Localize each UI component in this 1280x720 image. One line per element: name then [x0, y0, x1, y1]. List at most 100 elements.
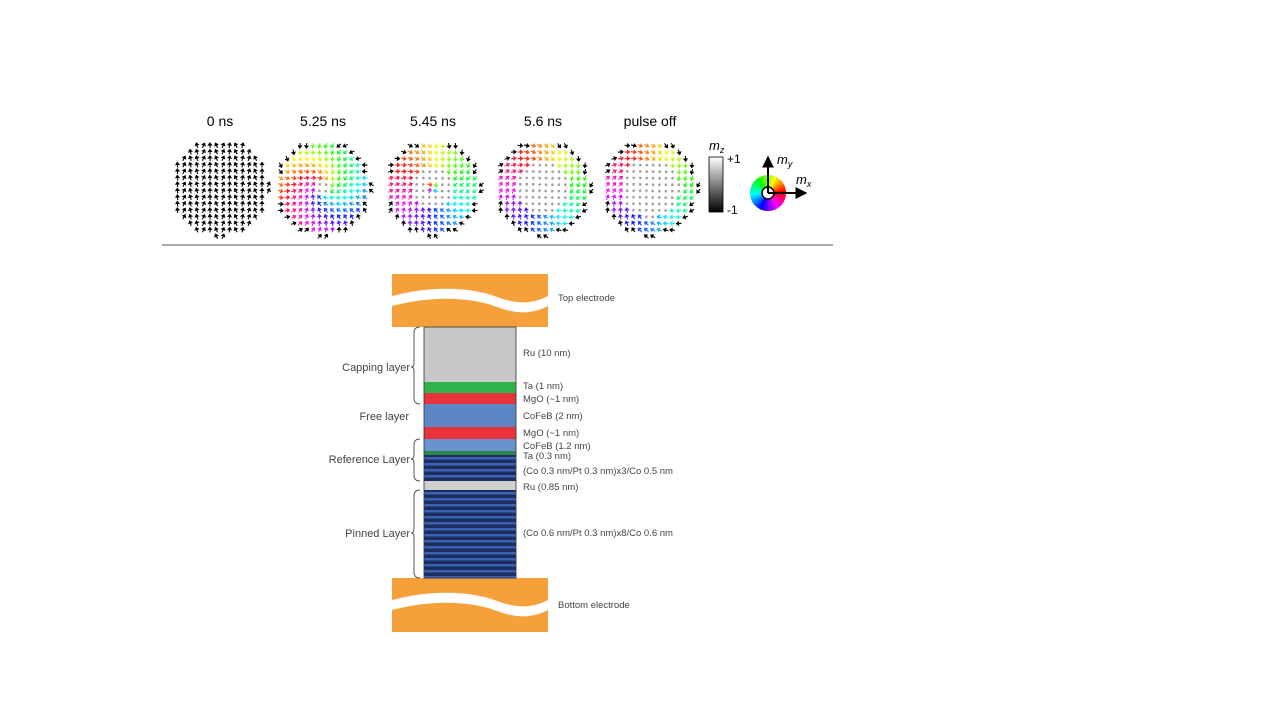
spin-arrow [537, 149, 543, 155]
spin-arrow [644, 143, 650, 148]
spin-arrow [523, 162, 530, 168]
spin-arrow [663, 143, 669, 149]
spin-arrow [253, 155, 258, 161]
spin-arrow [188, 148, 194, 155]
spin-arrow [174, 174, 181, 181]
spin-arrow [459, 175, 465, 181]
spin-arrow [188, 200, 194, 207]
spin-arrow [303, 175, 310, 181]
spin-arrow [355, 175, 362, 181]
spin-arrow [543, 143, 549, 148]
spin-arrow [194, 200, 200, 207]
spin-arrow [682, 162, 689, 169]
spin-arrow [575, 155, 582, 162]
spin-arrow [174, 161, 181, 168]
spin-arrow [317, 169, 323, 174]
spin-arrow [582, 201, 588, 207]
spin-arrow [201, 194, 206, 200]
spin-arrow [630, 149, 637, 155]
spin-arrow [497, 207, 504, 214]
spin-arrow [401, 201, 406, 207]
spin-arrow [420, 149, 426, 155]
snapshot-label: 5.45 ns [410, 113, 456, 129]
layer-stripe [424, 552, 516, 555]
spin-arrow [638, 208, 642, 212]
spin-arrow [557, 189, 561, 193]
spin-arrow [696, 188, 701, 194]
spin-arrow [465, 201, 472, 207]
spin-arrow [310, 169, 317, 174]
spin-arrow [689, 201, 695, 207]
spin-arrow [504, 213, 510, 220]
spin-arrow [246, 161, 252, 168]
spin-arrow [452, 227, 458, 233]
spin-arrow [226, 155, 233, 162]
spin-arrow [329, 208, 335, 213]
spin-arrow [664, 163, 668, 168]
layer [424, 451, 516, 455]
spin-arrow [543, 227, 549, 233]
spin-arrow [524, 227, 529, 233]
spin-arrow [290, 149, 297, 156]
spin-arrow [433, 214, 439, 220]
layer [424, 327, 516, 382]
spin-arrow [400, 168, 407, 175]
spin-arrow [297, 188, 303, 194]
spin-arrow [220, 220, 226, 227]
spin-arrow [400, 162, 407, 168]
spin-arrow [201, 142, 206, 148]
spin-arrow [542, 214, 549, 220]
spin-arrow [676, 149, 682, 156]
spin-arrow [297, 221, 303, 226]
spin-arrow [650, 227, 656, 233]
spin-arrow [220, 187, 226, 194]
spin-arrow [564, 189, 568, 193]
spin-arrow [677, 183, 681, 187]
spin-arrow [651, 208, 655, 213]
spin-arrow [638, 163, 643, 167]
spin-arrow [303, 200, 309, 207]
spin-arrow [201, 168, 206, 174]
spin-arrow [651, 163, 655, 167]
spin-arrow [663, 156, 669, 162]
spin-arrow [355, 201, 361, 207]
spin-arrow [387, 168, 394, 175]
layer-stripe [424, 534, 516, 537]
spin-arrow [304, 207, 309, 214]
spin-arrow [446, 189, 451, 193]
spin-arrow [194, 142, 200, 149]
spin-arrow [504, 169, 510, 174]
spin-arrow [657, 163, 661, 167]
spin-arrow [459, 155, 465, 162]
spin-arrow [174, 181, 181, 188]
spin-arrow [188, 194, 194, 201]
spin-arrow [618, 220, 624, 227]
spin-arrow [569, 149, 575, 156]
layer-stripe [424, 492, 516, 495]
bottom-electrode [392, 578, 548, 632]
spin-arrow [342, 149, 348, 155]
spin-arrow [348, 182, 355, 187]
spin-arrow [517, 220, 523, 227]
spin-arrow [466, 169, 471, 175]
spin-arrow [556, 162, 562, 169]
spin-arrow [317, 155, 322, 162]
spin-arrow [259, 181, 265, 188]
spin-arrow [335, 201, 342, 207]
spin-arrow [549, 214, 556, 220]
spin-arrow [246, 200, 252, 207]
spin-arrow [349, 220, 355, 227]
spin-arrow [478, 188, 484, 194]
layer [424, 404, 516, 427]
spin-arrow [446, 195, 451, 200]
spin-arrow [420, 143, 426, 148]
spin-arrow [407, 182, 414, 187]
spin-arrow [233, 181, 239, 187]
spin-arrow [669, 214, 676, 220]
spin-arrow [557, 195, 561, 200]
spin-arrow [324, 183, 328, 187]
spin-arrow [361, 175, 368, 181]
spin-arrow [407, 226, 413, 233]
spin-arrow [657, 156, 662, 162]
spin-arrow [329, 194, 336, 201]
